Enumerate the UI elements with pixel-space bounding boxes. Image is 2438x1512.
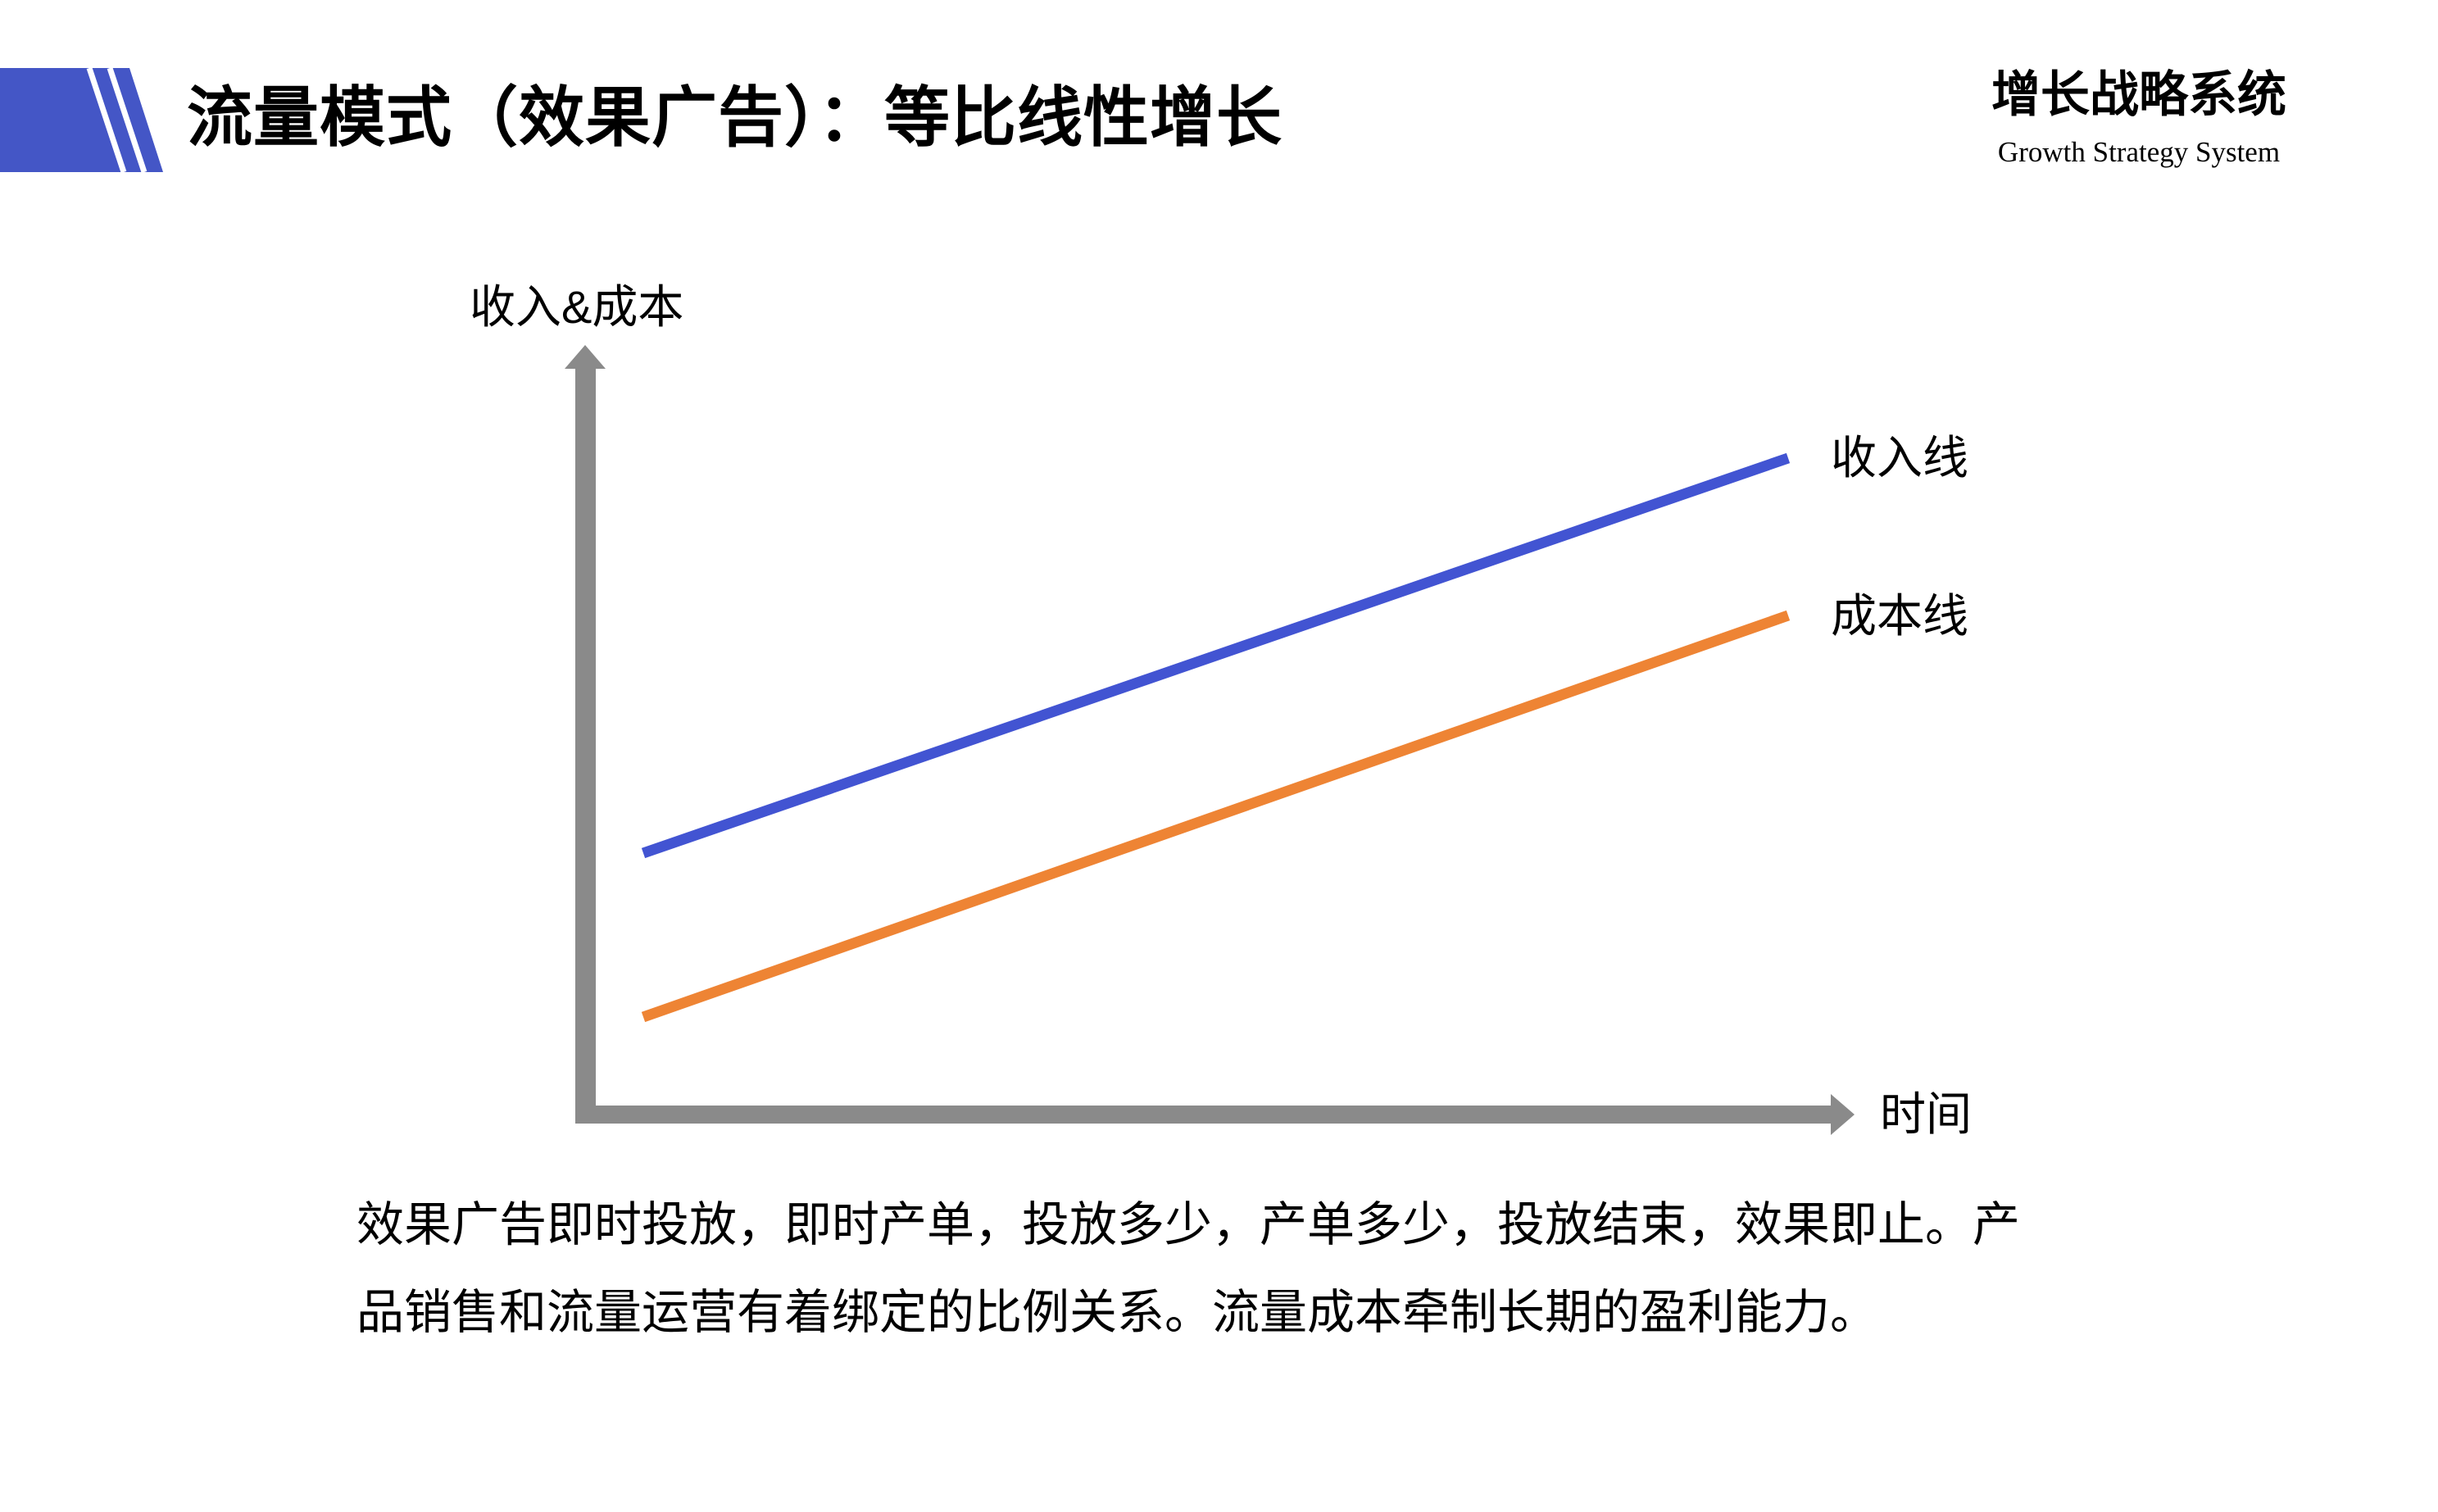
cost-line xyxy=(641,610,1791,1023)
header-banner-icon xyxy=(0,66,163,174)
y-axis-bar xyxy=(575,366,596,1124)
description-text: 效果广告即时投放，即时产单，投放多少，产单多少，投放结束，效果即止。产 品销售和… xyxy=(356,1181,2020,1356)
page-title: 流量模式（效果广告）：等比线性增长 xyxy=(187,81,1283,154)
x-axis-arrowhead-icon xyxy=(1831,1094,1855,1135)
revenue-line xyxy=(641,452,1791,859)
x-axis-bar xyxy=(575,1106,1832,1124)
x-axis xyxy=(575,1094,1855,1135)
brand-name-en: Growth Strategy System xyxy=(1997,136,2281,168)
description-line-1: 效果广告即时投放，即时产单，投放多少，产单多少，投放结束，效果即止。产 xyxy=(356,1198,2021,1251)
x-axis-label: 时间 xyxy=(1880,1088,1972,1140)
banner-shape xyxy=(0,68,163,172)
banner-stripe-2 xyxy=(107,66,148,174)
revenue-line-label: 收入线 xyxy=(1831,432,1968,484)
brand-logo: 增长战略系统 Growth Strategy System xyxy=(1967,70,2311,166)
y-axis-arrowhead-icon xyxy=(565,345,606,369)
y-axis xyxy=(565,345,606,1124)
y-axis-label: 收入&成本 xyxy=(470,281,684,333)
cost-line-label: 成本线 xyxy=(1831,590,1968,642)
description-line-2: 品销售和流量运营有着绑定的比例关系。流量成本牵制长期的盈利能力。 xyxy=(356,1286,1878,1339)
banner-stripe-1 xyxy=(86,66,127,174)
brand-name-cn: 增长战略系统 xyxy=(1991,68,2286,122)
